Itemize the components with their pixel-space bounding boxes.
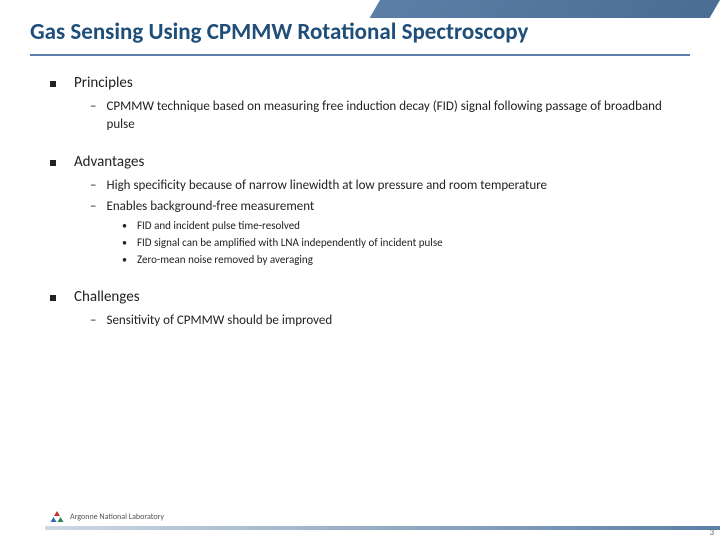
dash-icon: – <box>90 177 96 195</box>
list-item: • FID signal can be amplified with LNA i… <box>122 236 680 251</box>
section-heading-row: Principles <box>50 74 680 92</box>
list-item: • FID and incident pulse time-resolved <box>122 219 680 234</box>
dash-icon: – <box>90 312 96 330</box>
list-item: – Sensitivity of CPMMW should be improve… <box>90 312 680 330</box>
dash-text: High specificity because of narrow linew… <box>106 177 547 195</box>
section-heading-row: Challenges <box>50 288 680 306</box>
dot-list: • FID and incident pulse time-resolved •… <box>90 219 680 268</box>
dash-list: – High specificity because of narrow lin… <box>50 177 680 268</box>
dash-text: Sensitivity of CPMMW should be improved <box>106 312 332 330</box>
dot-icon: • <box>122 253 127 268</box>
section-heading: Advantages <box>74 153 144 171</box>
dot-text: Zero-mean noise removed by averaging <box>137 253 313 268</box>
list-item: • Zero-mean noise removed by averaging <box>122 253 680 268</box>
section-principles: Principles – CPMMW technique based on me… <box>50 74 680 133</box>
footer-text: Argonne National Laboratory <box>70 512 164 522</box>
content-area: Principles – CPMMW technique based on me… <box>0 74 720 329</box>
list-item: – CPMMW technique based on measuring fre… <box>90 98 680 133</box>
title-underline <box>30 54 690 56</box>
square-bullet-icon <box>50 160 56 166</box>
dot-text: FID and incident pulse time-resolved <box>137 219 300 234</box>
section-heading: Principles <box>74 74 133 92</box>
dash-list: – Sensitivity of CPMMW should be improve… <box>50 312 680 330</box>
dash-list: – CPMMW technique based on measuring fre… <box>50 98 680 133</box>
square-bullet-icon <box>50 81 56 87</box>
section-heading-row: Advantages <box>50 153 680 171</box>
dash-icon: – <box>90 98 96 133</box>
header-accent-bar <box>370 0 720 18</box>
square-bullet-icon <box>50 295 56 301</box>
section-challenges: Challenges – Sensitivity of CPMMW should… <box>50 288 680 330</box>
footer-accent-bar <box>45 526 720 530</box>
dot-icon: • <box>122 219 127 234</box>
list-item: – High specificity because of narrow lin… <box>90 177 680 195</box>
dash-icon: – <box>90 198 96 216</box>
dot-icon: • <box>122 236 127 251</box>
list-item: – Enables background-free measurement <box>90 198 680 216</box>
section-heading: Challenges <box>74 288 140 306</box>
footer: Argonne National Laboratory <box>50 510 164 524</box>
dash-text: Enables background-free measurement <box>106 198 314 216</box>
argonne-logo-icon <box>50 510 64 524</box>
dot-text: FID signal can be amplified with LNA ind… <box>137 236 443 251</box>
dash-text: CPMMW technique based on measuring free … <box>106 98 680 133</box>
section-advantages: Advantages – High specificity because of… <box>50 153 680 268</box>
page-number: 3 <box>709 527 714 538</box>
